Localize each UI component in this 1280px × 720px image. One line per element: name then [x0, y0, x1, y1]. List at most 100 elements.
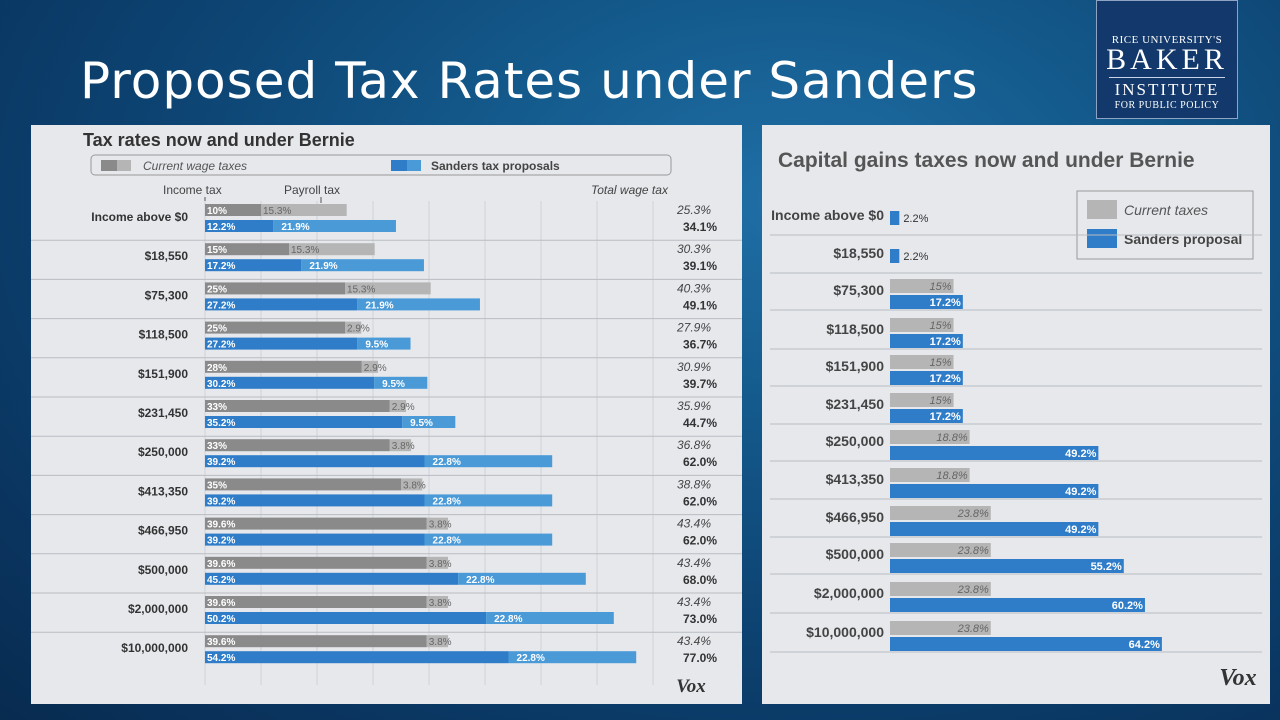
total-label-proposal: 62.0% — [683, 455, 717, 469]
bar-proposal-payroll — [301, 259, 424, 272]
bar-proposal — [890, 371, 963, 385]
bar-label-current: 23.8% — [957, 584, 989, 596]
bar-label-current-payroll: 3.8% — [429, 637, 452, 648]
bar-proposal — [890, 598, 1145, 612]
bar-proposal-payroll — [486, 612, 614, 624]
bar-label-proposal: 64.2% — [1129, 639, 1160, 651]
bar-label-current-income: 35% — [207, 480, 227, 491]
bar-proposal-income — [205, 337, 358, 350]
total-label-proposal: 44.7% — [683, 416, 717, 430]
bar-label-current-payroll: 3.8% — [429, 520, 452, 531]
bar-proposal — [890, 446, 1099, 460]
bar-proposal — [890, 295, 963, 309]
bar-label-proposal: 2.2% — [903, 213, 928, 225]
bar-label-current-income: 25% — [207, 284, 227, 295]
bar-proposal-income — [205, 298, 358, 311]
bar-proposal-payroll — [374, 376, 428, 389]
bar-current-payroll — [401, 478, 423, 491]
bar-label-current: 15% — [929, 281, 951, 293]
wage-tax-chart-panel: Tax rates now and under Bernie Current wa… — [31, 125, 742, 704]
bar-label-current: 15% — [929, 395, 951, 407]
bar-label-current: 18.8% — [936, 470, 967, 482]
total-label-current: 25.3% — [676, 203, 711, 217]
capital-gains-chart-panel: Capital gains taxes now and under Bernie… — [762, 125, 1270, 704]
bar-proposal-income — [205, 416, 403, 428]
bar-label-current-payroll: 2.9% — [347, 324, 370, 335]
logo-line-3: INSTITUTE — [1114, 80, 1220, 99]
logo-line-1: RICE UNIVERSITY'S — [1111, 34, 1223, 46]
row-label: $466,950 — [138, 524, 188, 538]
column-header-income-tax: Income tax — [163, 183, 222, 197]
bar-current-income — [205, 596, 427, 608]
legend-swatch-current — [101, 160, 117, 171]
bar-label-proposal: 49.2% — [1065, 524, 1096, 536]
vox-logo: Vox — [1219, 665, 1256, 691]
column-header-total: Total wage tax — [591, 183, 669, 197]
bar-current-payroll — [345, 282, 431, 295]
bar-proposal — [890, 637, 1162, 651]
row-label: $118,500 — [139, 328, 189, 342]
row-label: $250,000 — [138, 445, 188, 459]
bar-label-proposal-payroll: 21.9% — [309, 261, 337, 272]
logo-line-4: FOR PUBLIC POLICY — [1114, 100, 1220, 111]
bar-label-proposal-payroll: 22.8% — [433, 457, 461, 468]
bar-label-proposal-payroll: 22.8% — [433, 496, 461, 507]
bar-current — [890, 506, 991, 520]
bar-current-payroll — [361, 360, 379, 373]
bar-label-current-income: 33% — [207, 441, 227, 452]
bar-label-proposal-payroll: 22.8% — [517, 653, 545, 664]
total-label-current: 30.3% — [677, 242, 711, 256]
bar-current — [890, 621, 991, 635]
bar-label-current-income: 15% — [207, 245, 227, 256]
bar-label-proposal-income: 12.2% — [207, 222, 235, 233]
bar-current — [890, 468, 970, 482]
row-label: $18,550 — [145, 249, 189, 263]
total-label-current: 36.8% — [677, 438, 711, 452]
bar-label-proposal-payroll: 21.9% — [281, 222, 309, 233]
legend-label-proposal: Sanders proposal — [1124, 231, 1242, 247]
bar-current — [890, 430, 970, 444]
legend-label-current: Current wage taxes — [143, 159, 247, 173]
bar-proposal — [890, 559, 1124, 573]
bar-label-current: 23.8% — [957, 623, 989, 635]
vox-logo: Vox — [676, 676, 706, 697]
bar-proposal — [890, 249, 900, 263]
legend-label-proposal: Sanders tax proposals — [431, 159, 560, 173]
bar-proposal — [890, 522, 1099, 536]
bar-label-proposal-income: 30.2% — [207, 379, 235, 390]
bar-label-current: 15% — [929, 357, 951, 369]
bar-proposal-income — [205, 651, 509, 664]
bar-current-income — [205, 478, 401, 491]
row-label: Income above $0 — [91, 210, 188, 224]
bar-current-income — [205, 360, 362, 373]
chart-title: Tax rates now and under Bernie — [83, 130, 355, 150]
bar-label-current-income: 39.6% — [207, 520, 235, 531]
total-label-current: 30.9% — [677, 360, 711, 374]
bar-proposal-payroll — [357, 337, 411, 350]
bar-label-current-payroll: 15.3% — [347, 284, 375, 295]
row-label: $75,300 — [833, 282, 884, 298]
chart-title: Capital gains taxes now and under Bernie — [778, 149, 1195, 172]
bar-current-payroll — [389, 439, 412, 452]
bar-label-current: 23.8% — [957, 508, 989, 520]
bar-current-payroll — [345, 321, 362, 334]
total-label-current: 40.3% — [677, 281, 711, 295]
bar-label-proposal: 2.2% — [903, 251, 928, 263]
row-label: $231,450 — [138, 406, 188, 420]
total-label-proposal: 36.7% — [683, 338, 717, 352]
bar-current — [890, 279, 954, 293]
bar-label-current-income: 25% — [207, 324, 227, 335]
row-label: $18,550 — [833, 245, 884, 261]
bar-current — [890, 318, 954, 332]
column-header-payroll-tax: Payroll tax — [284, 183, 340, 197]
row-label: $231,450 — [826, 396, 885, 412]
row-label: Income above $0 — [771, 207, 884, 223]
row-label: $151,900 — [138, 367, 188, 381]
total-label-current: 43.4% — [677, 556, 711, 570]
total-label-proposal: 77.0% — [683, 651, 717, 665]
bar-label-current-income: 10% — [207, 206, 227, 217]
row-label: $500,000 — [138, 563, 188, 577]
bar-label-proposal-income: 39.2% — [207, 457, 235, 468]
bar-label-current-payroll: 3.8% — [429, 559, 452, 570]
legend-box — [1076, 190, 1254, 260]
